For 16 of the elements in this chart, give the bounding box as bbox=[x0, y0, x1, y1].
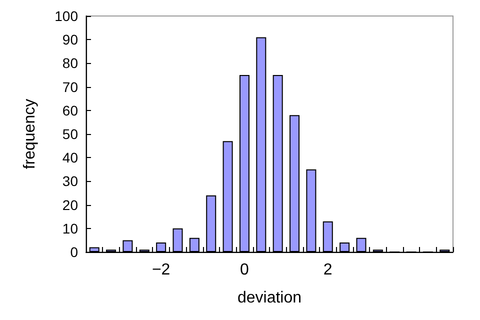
y-tick-label: 80 bbox=[62, 55, 78, 72]
y-tick-label: 30 bbox=[62, 173, 78, 190]
y-tick-label: 40 bbox=[62, 150, 78, 166]
y-tick-label: 10 bbox=[62, 220, 78, 236]
y-tick-label: 50 bbox=[62, 126, 78, 142]
x-tick-label: 2 bbox=[323, 262, 332, 278]
y-tick-label: 70 bbox=[62, 78, 78, 95]
y-axis-title: frequency bbox=[22, 98, 38, 170]
x-tick-label: −2 bbox=[152, 262, 170, 278]
y-tick-label: 60 bbox=[62, 102, 78, 118]
x-axis-title: deviation bbox=[237, 290, 302, 306]
y-tick-label: 90 bbox=[62, 32, 78, 48]
y-tick-label: 100 bbox=[54, 8, 78, 24]
y-tick-label: 20 bbox=[62, 196, 78, 213]
x-tick-label: 0 bbox=[240, 262, 250, 278]
y-tick-label: 0 bbox=[70, 244, 78, 260]
